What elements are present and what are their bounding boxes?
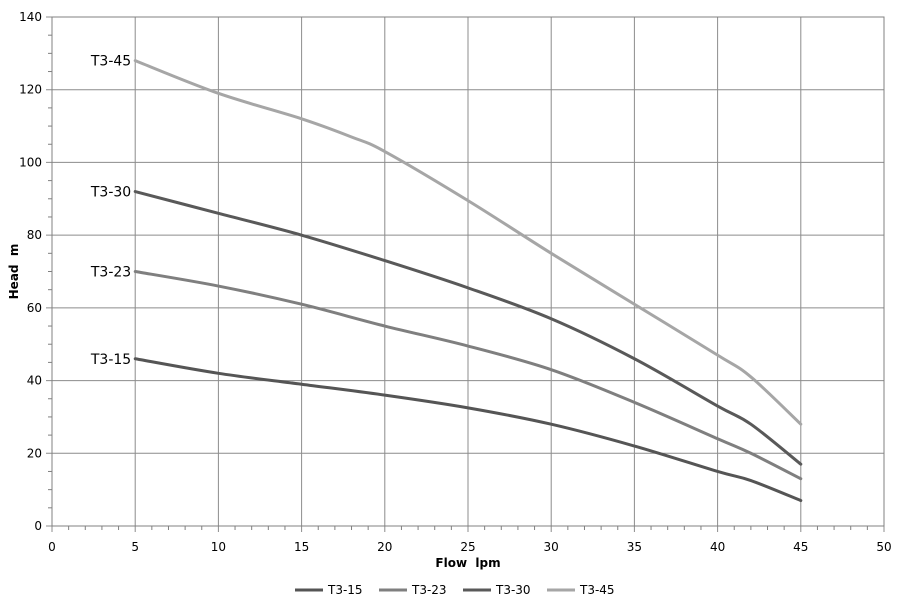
x-tick-label: 45 — [793, 540, 808, 554]
series-line-t3-30 — [133, 190, 803, 466]
legend: T3-15 T3-23 T3-30 T3-45 — [295, 583, 615, 597]
series-label-t3-30: T3-30 — [90, 185, 131, 201]
series-label-t3-23: T3-23 — [90, 265, 131, 281]
y-tick-label: 140 — [19, 10, 42, 24]
legend-label: T3-15 — [327, 583, 363, 597]
legend-label: T3-45 — [579, 583, 615, 597]
plot-area-border — [51, 16, 885, 527]
x-tick-label: 40 — [710, 540, 725, 554]
x-tick-label: 10 — [211, 540, 226, 554]
y-axis-tick-labels: 0 20 40 60 80 100 120 140 — [19, 10, 42, 533]
y-tick-label: 0 — [34, 519, 42, 533]
x-tick-label: 25 — [460, 540, 475, 554]
series-line-t3-45 — [133, 59, 803, 426]
legend-label: T3-30 — [495, 583, 531, 597]
series-label-t3-45: T3-45 — [90, 54, 131, 70]
legend-label: T3-23 — [411, 583, 447, 597]
y-tick-label: 60 — [27, 301, 42, 315]
y-tick-label: 20 — [27, 446, 42, 460]
x-tick-label: 5 — [131, 540, 139, 554]
y-tick-label: 120 — [19, 83, 42, 97]
y-tick-label: 100 — [19, 155, 42, 169]
series-lines — [133, 59, 803, 503]
x-tick-label: 20 — [377, 540, 392, 554]
y-axis-title: Head m — [7, 244, 21, 300]
series-label-t3-15: T3-15 — [90, 352, 131, 368]
y-tick-label: 80 — [27, 228, 42, 242]
x-tick-label: 0 — [48, 540, 56, 554]
x-tick-label: 15 — [294, 540, 309, 554]
x-tick-label: 35 — [627, 540, 642, 554]
series-line-t3-15 — [133, 357, 803, 503]
x-axis-tick-labels: 0 5 10 15 20 25 30 35 40 45 50 — [48, 540, 891, 554]
y-tick-label: 40 — [27, 374, 42, 388]
minor-grid — [48, 34, 868, 530]
x-tick-label: 50 — [876, 540, 891, 554]
series-line-t3-23 — [133, 270, 803, 481]
series-end-labels: T3-15 T3-23 T3-30 T3-45 — [90, 54, 131, 368]
major-grid — [46, 16, 885, 532]
x-axis-title: Flow lpm — [435, 556, 500, 570]
x-tick-label: 30 — [544, 540, 559, 554]
